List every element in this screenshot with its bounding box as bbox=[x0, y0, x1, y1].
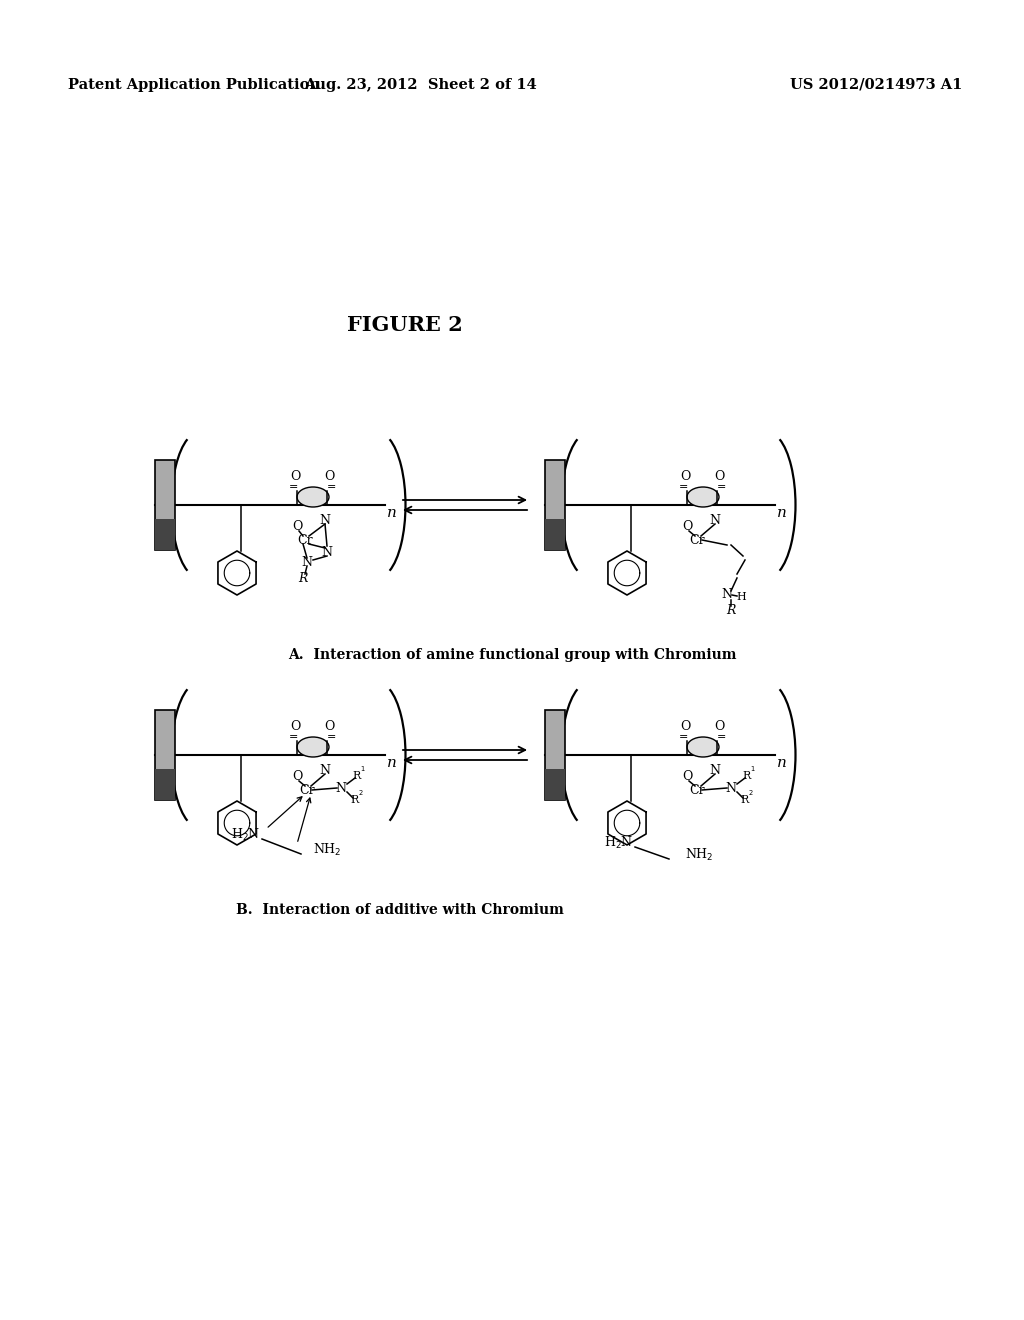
Text: N: N bbox=[322, 545, 333, 558]
Bar bbox=[155, 519, 175, 550]
Bar bbox=[545, 519, 565, 550]
Text: N: N bbox=[722, 589, 732, 602]
Text: O: O bbox=[680, 721, 690, 734]
Text: NH$_2$: NH$_2$ bbox=[685, 847, 714, 863]
Text: O: O bbox=[682, 771, 692, 784]
Text: =: = bbox=[327, 733, 336, 742]
Text: $^1$: $^1$ bbox=[751, 767, 756, 776]
Text: Cr: Cr bbox=[297, 533, 312, 546]
Text: Aug. 23, 2012  Sheet 2 of 14: Aug. 23, 2012 Sheet 2 of 14 bbox=[304, 78, 537, 92]
Text: R: R bbox=[353, 771, 361, 781]
Text: $^2$: $^2$ bbox=[358, 792, 364, 800]
Text: R: R bbox=[298, 572, 307, 585]
Bar bbox=[545, 710, 565, 800]
Text: O: O bbox=[714, 721, 724, 734]
Text: O: O bbox=[324, 470, 334, 483]
Text: US 2012/0214973 A1: US 2012/0214973 A1 bbox=[790, 78, 963, 92]
Bar bbox=[545, 768, 565, 800]
Ellipse shape bbox=[297, 487, 329, 507]
Text: N: N bbox=[710, 763, 721, 776]
Text: O: O bbox=[324, 721, 334, 734]
Text: Cr: Cr bbox=[689, 784, 705, 796]
Bar bbox=[155, 768, 175, 800]
Text: =: = bbox=[678, 733, 688, 742]
Text: R: R bbox=[742, 771, 752, 781]
Ellipse shape bbox=[687, 487, 719, 507]
Text: N: N bbox=[319, 513, 331, 527]
Text: $^1$: $^1$ bbox=[360, 767, 366, 776]
Text: Patent Application Publication: Patent Application Publication bbox=[68, 78, 319, 92]
Text: O: O bbox=[292, 520, 302, 533]
Text: O: O bbox=[680, 470, 690, 483]
Text: Cr: Cr bbox=[689, 533, 705, 546]
Text: N: N bbox=[301, 556, 312, 569]
Text: H$_2$N: H$_2$N bbox=[230, 826, 260, 843]
Text: R: R bbox=[741, 795, 750, 805]
Text: FIGURE 2: FIGURE 2 bbox=[347, 315, 463, 335]
Text: $^2$: $^2$ bbox=[749, 792, 754, 800]
Ellipse shape bbox=[297, 737, 329, 756]
Text: A.  Interaction of amine functional group with Chromium: A. Interaction of amine functional group… bbox=[288, 648, 736, 663]
Text: H: H bbox=[736, 591, 745, 602]
Text: =: = bbox=[678, 482, 688, 492]
Ellipse shape bbox=[687, 737, 719, 756]
Text: =: = bbox=[717, 482, 726, 492]
Text: R: R bbox=[726, 603, 735, 616]
Text: =: = bbox=[327, 482, 336, 492]
Text: Cr: Cr bbox=[299, 784, 314, 796]
Text: H$_2$N: H$_2$N bbox=[603, 836, 633, 851]
Text: n: n bbox=[387, 756, 397, 770]
Text: =: = bbox=[289, 482, 298, 492]
Text: n: n bbox=[777, 756, 786, 770]
Text: N: N bbox=[725, 781, 736, 795]
Bar bbox=[545, 459, 565, 550]
Text: R: R bbox=[351, 795, 359, 805]
Text: O: O bbox=[292, 771, 302, 784]
Text: =: = bbox=[717, 733, 726, 742]
Text: B.  Interaction of additive with Chromium: B. Interaction of additive with Chromium bbox=[237, 903, 564, 917]
Text: N: N bbox=[336, 781, 346, 795]
Text: n: n bbox=[777, 506, 786, 520]
Text: O: O bbox=[682, 520, 692, 533]
Text: n: n bbox=[387, 506, 397, 520]
Text: =: = bbox=[289, 733, 298, 742]
Text: N: N bbox=[319, 763, 331, 776]
Bar bbox=[155, 459, 175, 550]
Text: O: O bbox=[714, 470, 724, 483]
Text: NH$_2$: NH$_2$ bbox=[313, 842, 342, 858]
Text: N: N bbox=[710, 513, 721, 527]
Text: O: O bbox=[290, 721, 300, 734]
Text: O: O bbox=[290, 470, 300, 483]
Bar bbox=[155, 710, 175, 800]
